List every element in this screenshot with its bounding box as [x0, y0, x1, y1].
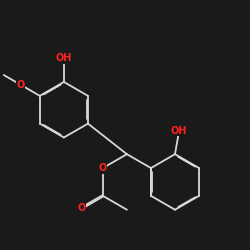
Text: OH: OH [56, 53, 72, 63]
Text: O: O [77, 203, 85, 213]
Text: OH: OH [171, 126, 187, 136]
Text: O: O [16, 80, 25, 90]
Text: O: O [99, 163, 107, 173]
